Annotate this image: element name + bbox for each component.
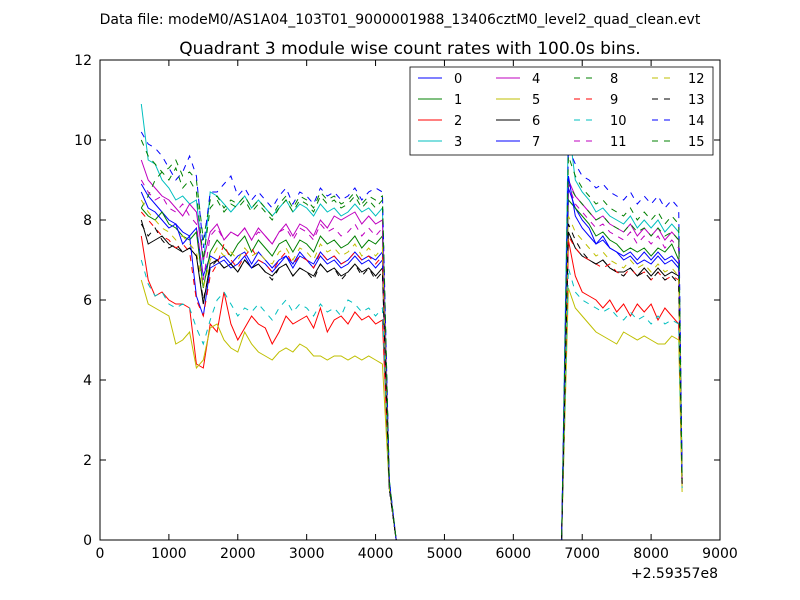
legend-label-2: 2 xyxy=(454,114,462,129)
figure-suptitle: Data file: modeM0/AS1A04_103T01_90000019… xyxy=(100,12,701,28)
legend-label-5: 5 xyxy=(532,93,540,108)
x-tick-label: 6000 xyxy=(496,546,532,562)
y-tick-label: 6 xyxy=(83,293,92,309)
legend-label-15: 15 xyxy=(688,135,705,150)
legend-label-6: 6 xyxy=(532,114,540,129)
series-line-15 xyxy=(140,139,683,540)
x-tick-label: 5000 xyxy=(427,546,463,562)
series-layer xyxy=(140,103,683,540)
series-line-14 xyxy=(140,131,683,540)
series-line-2 xyxy=(140,235,683,540)
legend-label-9: 9 xyxy=(610,93,618,108)
series-line-8 xyxy=(140,159,683,540)
x-tick-label: 9000 xyxy=(702,546,738,562)
series-line-3 xyxy=(140,103,683,540)
x-tick-label: 7000 xyxy=(564,546,600,562)
series-line-4 xyxy=(140,159,683,540)
legend-label-10: 10 xyxy=(610,114,627,129)
x-tick-label: 3000 xyxy=(289,546,325,562)
legend-label-0: 0 xyxy=(454,72,462,87)
legend-label-3: 3 xyxy=(454,135,462,150)
y-tick-label: 2 xyxy=(83,453,92,469)
x-tick-label: 2000 xyxy=(220,546,256,562)
y-tick-label: 4 xyxy=(83,373,92,389)
series-line-5 xyxy=(140,279,683,540)
legend-label-11: 11 xyxy=(610,135,627,150)
legend-label-1: 1 xyxy=(454,93,462,108)
y-tick-label: 0 xyxy=(83,533,92,549)
legend-label-7: 7 xyxy=(532,135,540,150)
x-tick-label: 0 xyxy=(96,546,105,562)
x-tick-label: 1000 xyxy=(151,546,187,562)
legend-label-12: 12 xyxy=(688,72,705,87)
legend-frame xyxy=(409,66,714,156)
series-line-10 xyxy=(140,259,683,540)
x-offset-label: +2.59357e8 xyxy=(631,566,718,582)
y-tick-label: 10 xyxy=(74,133,92,149)
series-line-12 xyxy=(140,199,683,540)
legend-label-8: 8 xyxy=(610,72,618,87)
chart-title: Quadrant 3 module wise count rates with … xyxy=(179,39,640,59)
plot-area: 0 1000 2000 3000 4000 5000 6000 7000 8000 9000 0 2… xyxy=(74,53,738,582)
legend-label-14: 14 xyxy=(688,114,705,129)
x-tick-label: 4000 xyxy=(358,546,394,562)
series-line-7 xyxy=(140,175,683,540)
x-axis: 0 1000 2000 3000 4000 5000 6000 7000 8000 9000 xyxy=(96,60,738,562)
series-line-13 xyxy=(140,223,683,540)
legend-label-4: 4 xyxy=(532,72,540,87)
series-line-0 xyxy=(140,183,683,540)
legend-label-13: 13 xyxy=(688,93,705,108)
y-tick-label: 12 xyxy=(74,53,92,69)
x-tick-label: 8000 xyxy=(633,546,669,562)
y-tick-label: 8 xyxy=(83,213,92,229)
